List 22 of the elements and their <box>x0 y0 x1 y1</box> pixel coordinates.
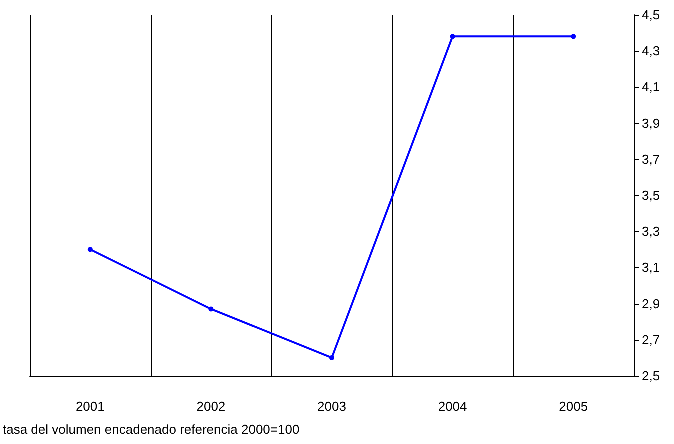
point <box>450 34 456 40</box>
y-tick-label: 4,1 <box>642 80 660 95</box>
x-tick-label: 2002 <box>196 399 226 414</box>
x-tick-label: 2003 <box>318 399 346 414</box>
y-tick-label: 2,9 <box>642 296 660 312</box>
y-tick-label: 3,3 <box>642 224 660 240</box>
y-tick-label: 2,7 <box>642 332 660 348</box>
y-tick-label: 3,5 <box>642 188 660 203</box>
x-tick-label: 2005 <box>559 399 588 414</box>
point <box>571 34 576 40</box>
x-tick-label: 2001 <box>76 399 105 414</box>
y-tick-label: 4,3 <box>642 44 660 59</box>
y-tick-label: 3,1 <box>642 260 660 276</box>
point <box>330 355 334 360</box>
x-tick-label: 2004 <box>438 399 468 414</box>
y-tick-label: 3,7 <box>642 152 660 167</box>
point <box>208 306 214 312</box>
y-tick-label: 3,9 <box>642 116 660 131</box>
point <box>88 247 93 252</box>
text: tasa del volumen encadenado referencia 2000=100 <box>3 422 300 437</box>
y-tick-label: 2,5 <box>642 368 660 384</box>
y-tick-label: 4,5 <box>642 8 660 22</box>
